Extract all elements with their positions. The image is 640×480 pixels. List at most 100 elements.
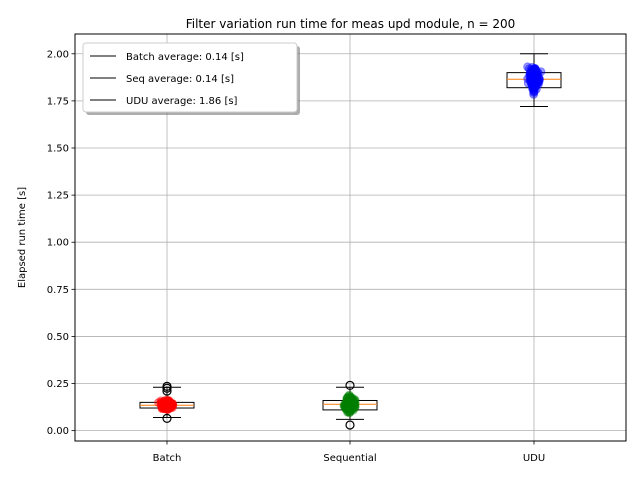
data-point xyxy=(345,394,355,404)
data-point xyxy=(527,75,537,85)
data-point xyxy=(162,400,172,410)
data-point xyxy=(165,400,175,410)
data-point xyxy=(347,399,357,409)
data-point xyxy=(531,72,541,82)
scatter-points xyxy=(154,62,546,418)
data-point xyxy=(159,399,169,409)
data-point xyxy=(342,404,352,414)
data-point xyxy=(343,400,353,410)
data-point xyxy=(527,72,537,82)
data-point xyxy=(347,396,357,406)
data-point xyxy=(161,398,171,408)
data-point xyxy=(527,74,537,84)
data-point xyxy=(528,76,538,86)
data-point xyxy=(342,394,352,404)
data-point xyxy=(159,397,169,407)
data-point xyxy=(347,398,357,408)
data-point xyxy=(350,403,360,413)
data-point xyxy=(344,398,354,408)
data-point xyxy=(156,397,166,407)
data-point xyxy=(161,403,171,413)
data-point xyxy=(161,398,171,408)
data-point xyxy=(345,400,355,410)
data-point xyxy=(157,398,167,408)
data-point xyxy=(165,399,175,409)
data-point xyxy=(526,73,536,83)
data-point xyxy=(344,398,354,408)
data-point xyxy=(164,399,174,409)
data-point xyxy=(526,69,536,79)
data-point xyxy=(533,76,543,86)
data-point xyxy=(346,395,356,405)
data-point xyxy=(531,66,541,76)
data-point xyxy=(529,79,539,89)
data-point xyxy=(160,399,170,409)
data-point xyxy=(163,396,173,406)
data-point xyxy=(347,404,357,414)
data-point xyxy=(158,403,168,413)
data-point xyxy=(343,398,353,408)
data-point xyxy=(345,396,355,406)
data-point xyxy=(167,399,177,409)
data-point xyxy=(165,399,175,409)
data-point xyxy=(529,74,539,84)
data-point xyxy=(523,74,533,84)
data-point xyxy=(346,404,356,414)
data-point xyxy=(529,82,539,92)
data-point xyxy=(529,74,539,84)
data-point xyxy=(344,402,354,412)
data-point xyxy=(165,400,175,410)
data-point xyxy=(347,397,357,407)
scatter-sequential xyxy=(339,390,360,418)
scatter-batch xyxy=(154,395,178,414)
data-point xyxy=(163,404,173,414)
data-point xyxy=(527,75,537,85)
box-plots xyxy=(139,53,562,430)
data-point xyxy=(163,398,173,408)
data-point xyxy=(532,70,542,80)
data-point xyxy=(164,400,174,410)
data-point xyxy=(162,398,172,408)
data-point xyxy=(164,398,174,408)
data-point xyxy=(345,404,355,414)
data-point xyxy=(529,77,539,87)
data-point xyxy=(159,398,169,408)
data-point xyxy=(163,399,173,409)
data-point xyxy=(164,400,174,410)
data-point xyxy=(162,400,172,410)
data-point xyxy=(344,399,354,409)
data-point xyxy=(526,78,536,88)
data-point xyxy=(530,83,540,93)
data-point xyxy=(530,72,540,82)
data-point xyxy=(528,78,538,88)
data-point xyxy=(161,401,171,411)
data-point xyxy=(531,67,541,77)
data-point xyxy=(345,399,355,409)
data-point xyxy=(162,400,172,410)
data-point xyxy=(161,399,171,409)
data-point xyxy=(162,401,172,411)
data-point xyxy=(158,401,168,411)
data-point xyxy=(529,73,539,83)
data-point xyxy=(166,399,176,409)
legend-label: Seq average: 0.14 [s] xyxy=(126,74,234,85)
data-point xyxy=(345,400,355,410)
data-point xyxy=(162,400,172,410)
data-point xyxy=(162,403,172,413)
data-point xyxy=(534,74,544,84)
data-point xyxy=(165,400,175,410)
data-point xyxy=(527,72,537,82)
data-point xyxy=(345,401,355,411)
data-point xyxy=(345,399,355,409)
data-point xyxy=(164,399,174,409)
data-point xyxy=(343,402,353,412)
data-point xyxy=(158,402,168,412)
data-point xyxy=(168,400,178,410)
data-point xyxy=(345,400,355,410)
data-point xyxy=(345,406,355,416)
data-point xyxy=(345,397,355,407)
data-point xyxy=(532,77,542,87)
data-point xyxy=(159,400,169,410)
x-tick-label: Batch xyxy=(153,453,182,464)
data-point xyxy=(346,397,356,407)
